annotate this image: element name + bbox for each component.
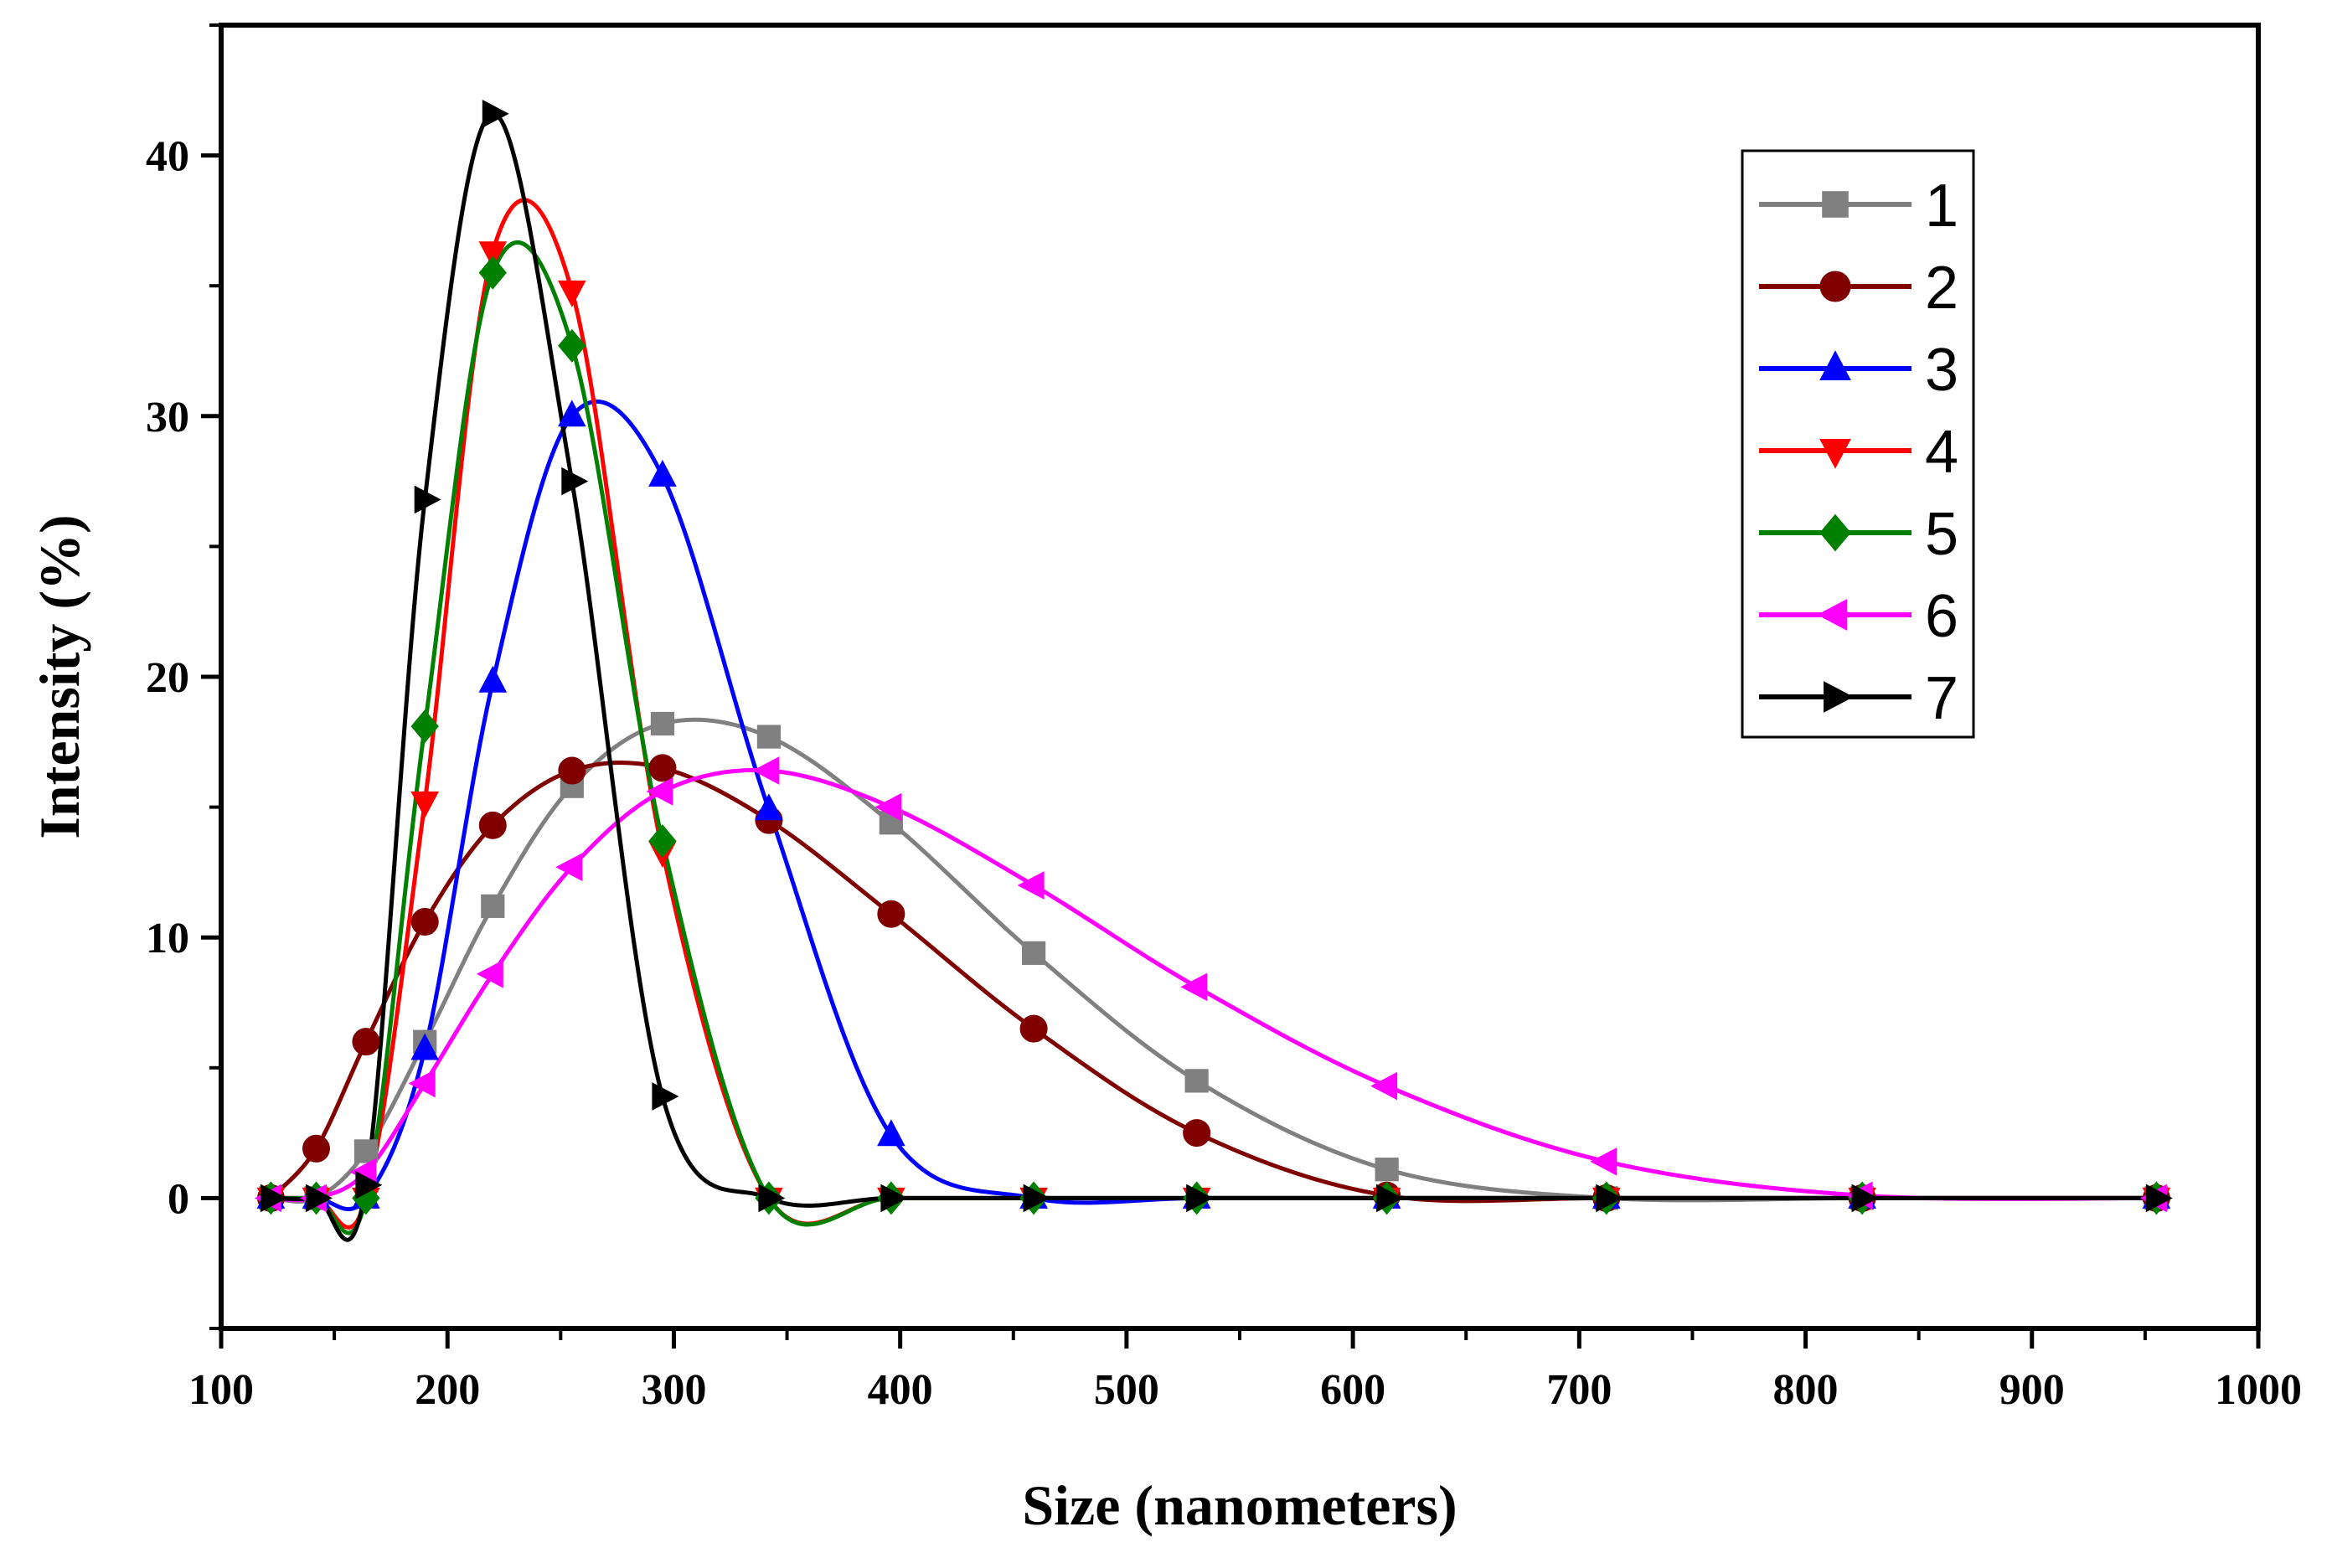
data-point-series-1 [1021,941,1046,965]
y-tick-label: 10 [146,915,189,962]
legend-label: 5 [1925,501,1958,568]
legend-label: 7 [1925,665,1958,732]
data-point-series-3 [410,1033,440,1060]
data-point-series-2 [558,756,586,785]
data-point-series-4 [410,791,440,818]
data-point-series-6 [476,959,503,988]
legend-marker [1817,599,1847,631]
data-point-series-1 [756,725,782,749]
legend-marker [1824,681,1854,713]
x-tick-label: 1000 [2215,1366,2302,1414]
x-tick-label: 500 [1094,1366,1159,1414]
data-point-series-1 [1184,1069,1209,1093]
data-point-series-2 [648,754,677,782]
data-point-series-4 [478,241,508,269]
x-tick-label: 400 [868,1366,933,1414]
data-point-series-6 [646,777,673,806]
series-line-7 [271,111,2157,1242]
data-point-series-7 [482,99,509,128]
y-axis: 0 10 20 30 40 [146,23,221,1330]
legend-label: 6 [1925,583,1958,650]
data-point-series-6 [752,756,780,785]
data-point-series-3 [648,459,677,487]
data-point-series-6 [1180,972,1208,1002]
data-point-series-6 [1370,1071,1398,1101]
legend-label: 4 [1925,419,1958,486]
x-axis: 100 200 300 400 500 600 700 800 900 1000 [188,1328,2302,1414]
data-point-series-7 [652,1082,679,1111]
data-point-series-2 [352,1028,380,1056]
data-point-series-6 [874,792,902,822]
legend-label: 3 [1925,337,1958,404]
series-markers [254,99,2173,1215]
data-point-series-5 [410,709,439,744]
data-point-series-2 [1019,1014,1048,1043]
data-point-series-7 [758,1184,786,1213]
data-point-series-7 [1596,1184,1623,1213]
data-point-series-3 [877,1119,905,1147]
legend-marker [1819,439,1851,469]
data-point-series-2 [1183,1119,1211,1148]
data-point-series-7 [414,485,441,514]
data-point-series-5 [478,255,507,290]
x-tick-label: 900 [1999,1366,2065,1414]
data-point-series-6 [408,1069,436,1098]
data-point-series-7 [1186,1184,1214,1213]
x-tick-label: 200 [415,1366,480,1414]
data-point-series-7 [355,1170,383,1199]
legend-marker [1819,271,1851,302]
data-point-series-1 [1375,1158,1399,1182]
data-point-series-1 [481,894,505,918]
data-point-series-3 [478,665,508,693]
data-point-series-2 [478,811,507,839]
legend-marker [1819,350,1851,380]
x-tick-label: 700 [1546,1366,1612,1414]
data-point-series-7 [1851,1184,1879,1213]
data-point-series-2 [302,1134,330,1163]
legend: 1 2 3 4 5 6 7 [1741,149,1975,739]
data-point-series-7 [1023,1184,1050,1213]
data-point-series-2 [877,900,905,928]
x-axis-title: Size (nanometers) [1022,1473,1457,1537]
data-point-series-4 [557,280,586,307]
data-point-series-7 [1376,1184,1404,1213]
data-point-series-7 [260,1184,287,1213]
data-point-series-7 [2145,1184,2173,1213]
legend-marker [1819,513,1851,552]
data-point-series-5 [648,824,677,859]
data-point-series-6 [1017,871,1045,900]
data-point-series-1 [650,711,675,736]
data-point-series-2 [410,908,439,936]
y-tick-label: 0 [168,1175,189,1223]
data-point-series-1 [353,1139,379,1163]
y-axis-title: Intensity (%) [28,514,91,838]
y-tick-label: 20 [146,654,189,702]
data-point-series-3 [557,400,586,427]
data-point-series-7 [306,1184,333,1213]
legend-label: 1 [1925,173,1958,240]
data-point-series-6 [555,853,583,882]
legend-box [1741,149,1975,739]
data-point-series-6 [1590,1147,1617,1176]
x-tick-label: 100 [188,1366,254,1414]
x-tick-label: 600 [1320,1366,1385,1414]
data-point-series-7 [880,1184,908,1213]
data-point-series-3 [755,793,783,821]
legend-marker [1822,191,1849,218]
data-point-series-7 [561,467,589,496]
x-tick-label: 300 [641,1366,706,1414]
x-tick-label: 800 [1773,1366,1839,1414]
y-tick-label: 30 [146,394,189,441]
y-tick-label: 40 [146,133,189,181]
legend-label: 2 [1925,255,1958,322]
data-point-series-5 [558,328,586,363]
